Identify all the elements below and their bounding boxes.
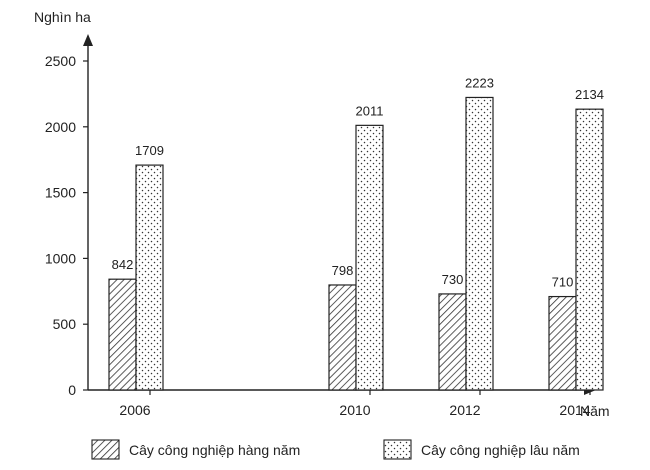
bar-value-label: 710 [552, 275, 574, 290]
x-tick-label: 2010 [339, 402, 370, 418]
legend-label-perennial-crop: Cây công nghiệp lâu năm [421, 442, 580, 458]
bars [108, 96, 604, 391]
x-tick-label: 2006 [119, 402, 150, 418]
bar-annual-crop [548, 295, 577, 391]
legend-label-annual-crop: Cây công nghiệp hàng năm [129, 442, 300, 458]
bar-value-label: 1709 [135, 143, 164, 158]
y-tick-label: 2000 [45, 119, 76, 135]
y-tick-label: 2500 [45, 53, 76, 69]
bar-value-label: 730 [442, 272, 464, 287]
bar-perennial-crop [355, 124, 384, 391]
y-tick-label: 1500 [45, 185, 76, 201]
x-tick-label: 2014 [559, 402, 590, 418]
y-tick-label: 1000 [45, 250, 76, 266]
bar-annual-crop [328, 284, 357, 391]
bar-perennial-crop [575, 108, 604, 391]
bar-value-label: 798 [332, 263, 354, 278]
y-tick-label: 500 [53, 316, 77, 332]
legend: Cây công nghiệp hàng năm Cây công nghiệp … [91, 439, 580, 460]
data-labels: 842 798 730 710 1709 2011 2223 2134 [112, 75, 604, 289]
y-axis-title: Nghìn ha [34, 9, 91, 25]
y-tick-label: 0 [68, 382, 76, 398]
bar-value-label: 2134 [575, 87, 604, 102]
bar-value-label: 2011 [356, 103, 384, 118]
bar-annual-crop [108, 278, 137, 391]
bar-value-label: 2223 [465, 75, 494, 90]
bar-value-label: 842 [112, 257, 134, 272]
bar-annual-crop [438, 293, 467, 391]
legend-swatch-perennial-crop [383, 439, 412, 460]
x-tick-label: 2012 [449, 402, 480, 418]
x-axis: 2006 2010 2012 2014 [88, 385, 596, 418]
x-axis-title: Năm [580, 403, 610, 419]
legend-swatch-annual-crop [91, 439, 120, 460]
y-axis-arrow-icon [83, 34, 93, 46]
bar-perennial-crop [465, 96, 494, 391]
y-axis: 0 500 1000 1500 2000 2500 [45, 34, 93, 398]
bar-perennial-crop [135, 164, 164, 391]
